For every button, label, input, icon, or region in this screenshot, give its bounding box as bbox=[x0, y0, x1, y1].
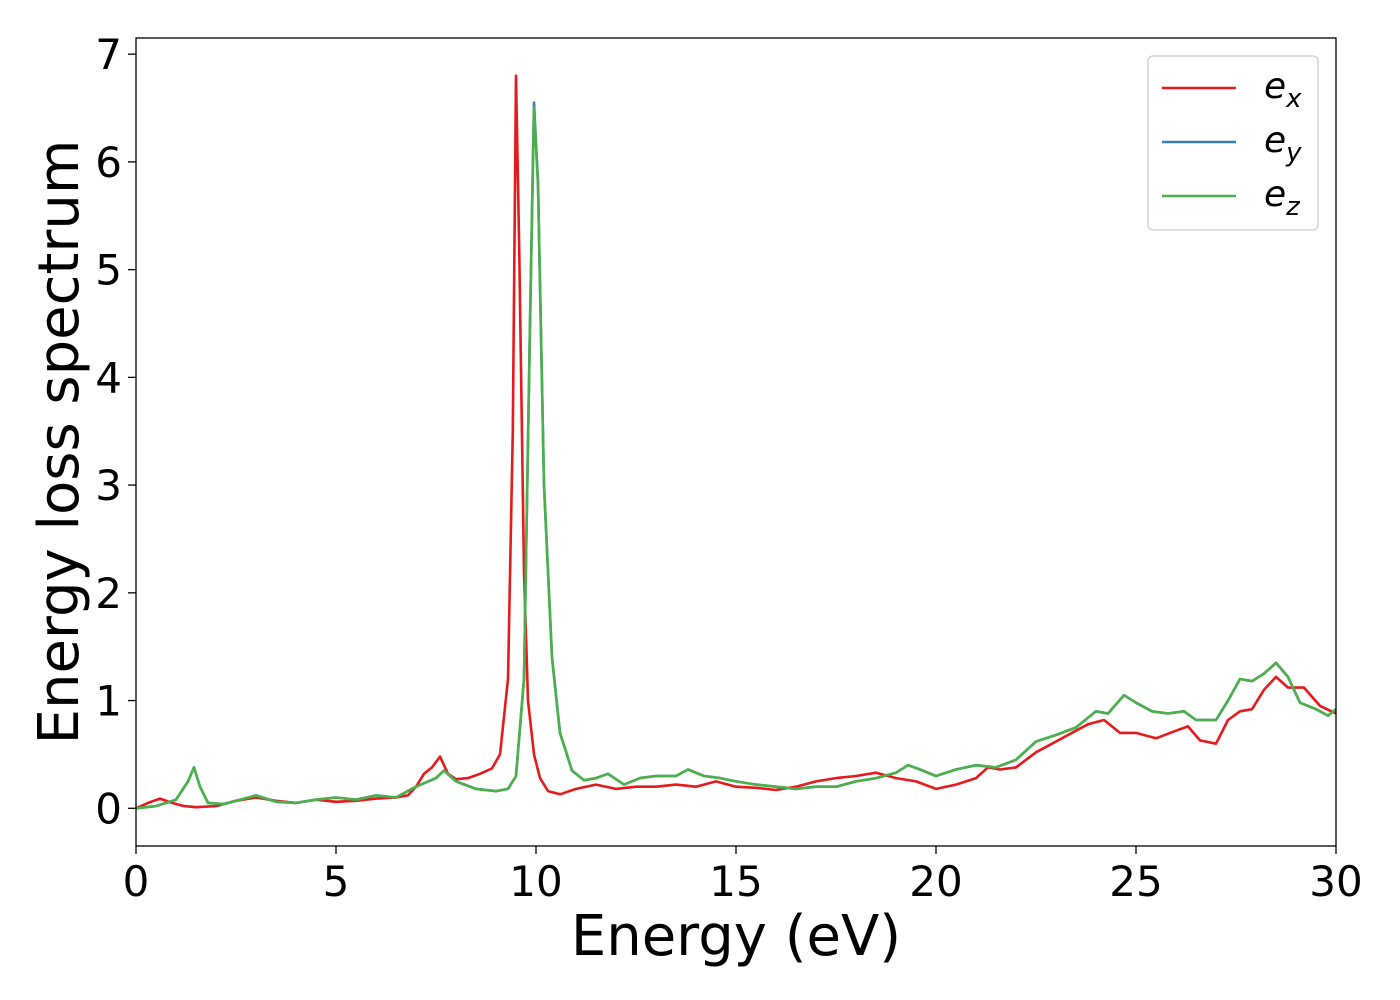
series-line-x bbox=[136, 74, 1336, 810]
y-tick-label: 4 bbox=[95, 353, 122, 402]
legend: ex ey ez bbox=[1147, 55, 1319, 231]
y-tick-label: 1 bbox=[95, 677, 122, 726]
x-tick-label: 25 bbox=[1109, 857, 1162, 906]
y-tick-label: 2 bbox=[95, 569, 122, 618]
plot-lines bbox=[136, 74, 1336, 810]
x-tick-label: 5 bbox=[323, 857, 350, 906]
x-tick-label: 30 bbox=[1309, 857, 1362, 906]
y-axis-ticks: 0 1 2 3 4 5 6 7 bbox=[95, 30, 136, 833]
x-axis-ticks: 0 5 10 15 20 25 30 bbox=[123, 846, 1363, 906]
x-tick-label: 15 bbox=[709, 857, 762, 906]
x-tick-label: 10 bbox=[509, 857, 562, 906]
y-tick-label: 0 bbox=[95, 784, 122, 833]
y-axis-label: Energy loss spectrum bbox=[27, 140, 92, 745]
y-tick-label: 3 bbox=[95, 461, 122, 510]
legend-label-x: ex bbox=[1264, 66, 1302, 114]
y-tick-label: 5 bbox=[95, 246, 122, 295]
legend-label-y: ey bbox=[1264, 120, 1302, 168]
x-tick-label: 20 bbox=[909, 857, 962, 906]
series-line-z bbox=[136, 106, 1336, 810]
legend-label-z: ez bbox=[1264, 174, 1301, 222]
y-tick-label: 7 bbox=[95, 30, 122, 79]
x-tick-label: 0 bbox=[123, 857, 150, 906]
y-tick-label: 6 bbox=[95, 138, 122, 187]
x-axis-label: Energy (eV) bbox=[571, 904, 901, 969]
